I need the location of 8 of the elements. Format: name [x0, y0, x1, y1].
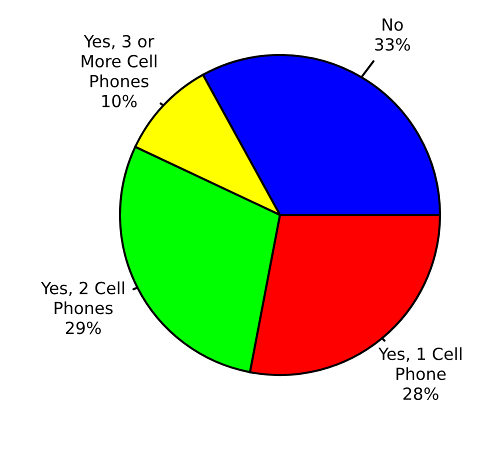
slice-label: Yes, 3 or More Cell Phones [82, 34, 156, 88]
data-label: 28% [403, 387, 438, 400]
data-label: 33% [375, 38, 410, 51]
slice-label: Yes, 2 Cell Phones [40, 281, 124, 314]
data-label: 10% [102, 94, 137, 108]
slice-label: No [382, 18, 403, 31]
slice-label: Yes, 1 Cell Phone [378, 347, 462, 380]
data-label: 29% [66, 322, 101, 334]
